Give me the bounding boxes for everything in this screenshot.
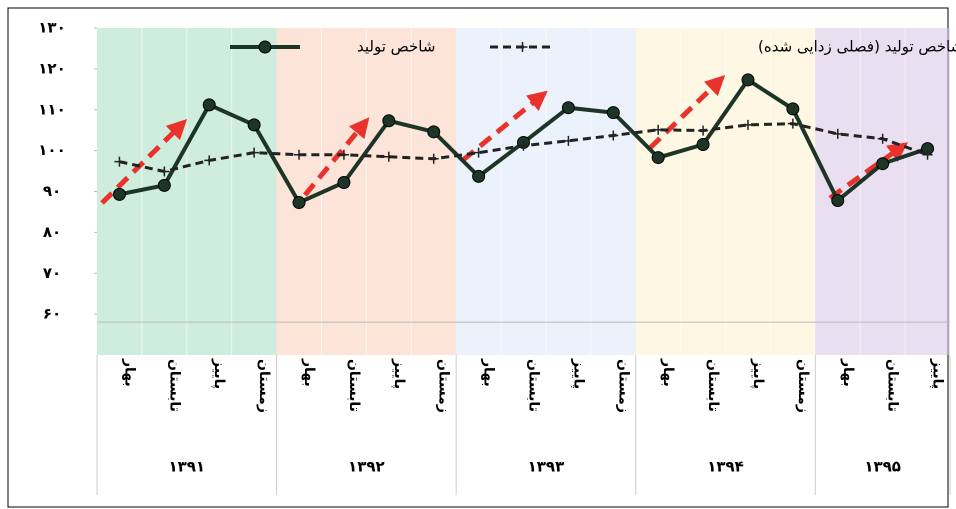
point-marker [294, 149, 305, 160]
x-tick-label: تابستان [705, 359, 721, 412]
year-label: ۱۳۹۳ [528, 458, 565, 476]
x-tick-label: بهار [301, 358, 317, 387]
point-marker [202, 98, 216, 112]
point-marker [112, 187, 126, 201]
trend-arrows [100, 75, 909, 205]
x-tick-label: بهار [121, 358, 137, 387]
x-tick-label: پاییز [570, 358, 586, 389]
point-marker [563, 135, 574, 146]
year-label: ۱۳۹۴ [707, 458, 744, 476]
point-marker [472, 169, 486, 183]
point-marker [922, 149, 933, 160]
point-marker [608, 130, 619, 141]
point-marker [473, 147, 484, 158]
point-marker [382, 114, 396, 128]
point-marker [428, 153, 439, 164]
y-tick-label: ۱۲۰ [38, 59, 65, 77]
x-tick-label: زمستان [436, 359, 452, 413]
point-marker [157, 178, 171, 192]
point-marker [742, 119, 753, 130]
x-tick-label: پاییز [391, 358, 407, 389]
x-tick-label: پاییز [930, 358, 946, 389]
point-marker [876, 157, 890, 171]
point-marker [831, 193, 845, 207]
x-tick-label: پاییز [211, 358, 227, 389]
point-marker [204, 155, 215, 166]
x-tick-label: زمستان [615, 359, 631, 413]
point-marker [247, 118, 261, 132]
legend-marker [258, 40, 272, 54]
year-label: ۱۳۹۵ [864, 458, 901, 476]
point-marker [383, 151, 394, 162]
y-tick-label: ۶۰ [43, 305, 61, 323]
point-marker [651, 151, 665, 165]
point-marker [787, 118, 798, 129]
x-tick-label: تابستان [346, 359, 362, 412]
point-marker [741, 73, 755, 87]
point-marker [561, 101, 575, 115]
point-marker [653, 124, 664, 135]
point-marker [338, 149, 349, 160]
legend-label: شاخص تولید [357, 38, 435, 56]
x-tick-label: تابستان [885, 359, 901, 412]
x-tick-label: بهار [660, 358, 676, 387]
year-label: ۱۳۹۲ [348, 458, 385, 476]
legend-label: شاخص تولید (فصلی زدایی شده) [758, 38, 956, 56]
y-tick-label: ۱۱۰ [38, 100, 65, 118]
x-tick-label: تابستان [526, 359, 542, 412]
x-tick-label: زمستان [795, 359, 811, 413]
x-tick-label: تابستان [166, 359, 182, 412]
y-tick-label: ۸۰ [43, 223, 61, 241]
point-marker [696, 137, 710, 151]
x-tick-label: بهار [840, 358, 856, 387]
x-tick-label: پاییز [750, 358, 766, 389]
point-marker [877, 133, 888, 144]
point-marker [292, 196, 306, 210]
y-tick-label: ۷۰ [43, 264, 61, 282]
point-marker [518, 140, 529, 151]
y-tick-label: ۹۰ [43, 182, 61, 200]
point-marker [249, 147, 260, 158]
point-marker [698, 125, 709, 136]
x-tick-label: زمستان [256, 359, 272, 413]
y-tick-label: ۱۳۰ [38, 19, 65, 37]
legend-marker [517, 42, 528, 52]
point-marker [786, 102, 800, 116]
point-marker [832, 128, 843, 139]
year-label: ۱۳۹۱ [168, 458, 205, 476]
point-marker [114, 156, 125, 167]
point-marker [606, 106, 620, 120]
point-marker [159, 166, 170, 177]
point-marker [427, 125, 441, 139]
point-marker [337, 176, 351, 190]
y-tick-label: ۱۰۰ [38, 141, 65, 159]
x-tick-label: بهار [481, 358, 497, 387]
